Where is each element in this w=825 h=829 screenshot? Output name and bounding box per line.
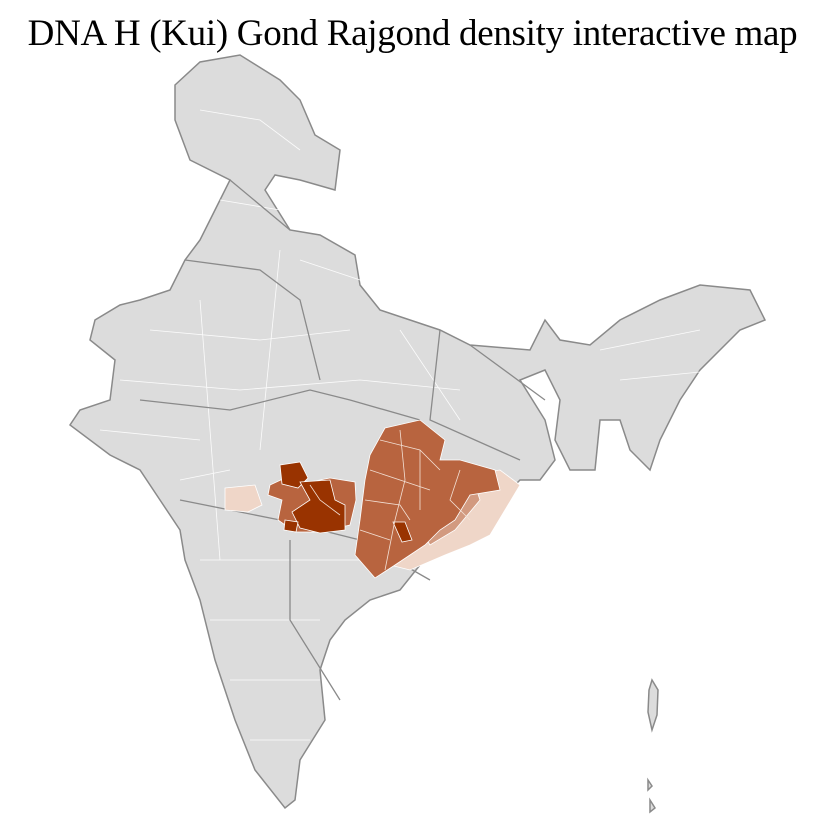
region-high-west-south[interactable] <box>291 479 346 534</box>
density-regions[interactable] <box>224 419 521 579</box>
nicobar-islands[interactable] <box>647 777 656 814</box>
map-title: DNA H (Kui) Gond Rajgond density interac… <box>27 13 798 54</box>
region-low-west[interactable] <box>224 484 263 513</box>
region-high-west-small[interactable] <box>283 519 299 533</box>
region-high-central[interactable] <box>392 521 413 543</box>
district-lines <box>99 109 721 741</box>
andaman-islands[interactable] <box>647 678 659 733</box>
region-district-lines <box>309 429 471 571</box>
